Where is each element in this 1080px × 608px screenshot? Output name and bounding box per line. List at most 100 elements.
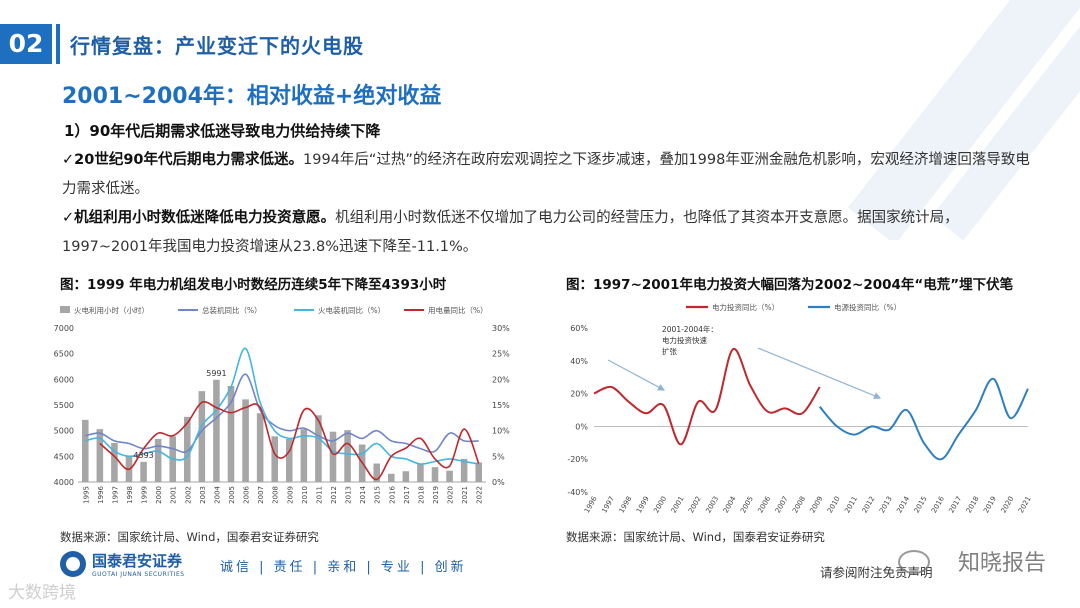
x-tick-label: 2005: [228, 486, 236, 504]
company-slogan: 诚信 | 责任 | 亲和 | 专业 | 创新: [220, 556, 467, 575]
bar-2004: [213, 380, 220, 482]
legend-label-1: 总装机同比（%）: [202, 305, 262, 315]
legend-label-0: 电力投资同比（%）: [712, 302, 779, 312]
chart-1-source: 数据来源：国家统计局、Wind，国泰君安证券研究: [60, 529, 319, 545]
watermark-right: 知晓报告: [958, 545, 1046, 577]
series-line-1: [85, 374, 478, 452]
x-tick-label: 2004: [722, 495, 738, 515]
paragraph-2: ✓机组利用小时数低迷降低电力投资意愿。机组利用小时数低迷不仅增加了电力公司的经营…: [62, 204, 1042, 262]
x-tick-label: 1999: [635, 495, 651, 514]
y-tick-label: 40%: [570, 357, 588, 366]
logo-name-cn: 国泰君安证券: [92, 550, 185, 571]
left-tick-label: 6000: [54, 375, 74, 384]
bar-2010: [301, 429, 308, 482]
logo-emblem-icon: [60, 551, 86, 577]
x-tick-label: 2010: [826, 495, 842, 514]
bar-2016: [388, 474, 395, 482]
x-tick-label: 2006: [243, 485, 251, 503]
left-tick-label: 6500: [54, 350, 74, 359]
x-tick-label: 2012: [861, 495, 877, 514]
bar-2020: [446, 471, 453, 482]
bar-2019: [432, 467, 439, 482]
x-tick-label: 2001: [670, 495, 686, 514]
bar-2007: [257, 413, 264, 482]
chart-1-title: 图：1999 年电力机组发电小时数经历连续5年下降至4393小时: [60, 273, 446, 293]
bar-1999: [140, 462, 147, 482]
x-tick-label: 2017: [403, 486, 411, 504]
right-tick-label: 0%: [492, 478, 505, 487]
chart-1-utilization-hours: 火电利用小时（小时） 总装机同比（%） 火电装机同比（%） 用电量同比（%）40004…: [46, 296, 526, 518]
right-tick-label: 25%: [492, 350, 510, 359]
section-divider: [56, 24, 60, 64]
x-tick-label: 2012: [330, 486, 338, 504]
paragraph-1: ✓20世纪90年代后期电力需求低迷。1994年后“过热”的经济在政府宏观调控之下…: [62, 146, 1042, 204]
x-tick-label: 1995: [82, 486, 90, 504]
x-tick-label: 2015: [374, 486, 382, 504]
x-tick-label: 2000: [652, 495, 668, 514]
bar-1996: [97, 429, 104, 482]
annotation-line-2: 电力投资快速: [662, 335, 707, 345]
x-tick-label: 2014: [895, 495, 911, 515]
bar-2018: [417, 464, 424, 482]
series-line-1: [820, 379, 1028, 460]
x-tick-label: 2003: [704, 495, 720, 514]
right-tick-label: 20%: [492, 375, 510, 384]
x-tick-label: 2001: [170, 486, 178, 504]
left-tick-label: 4500: [54, 452, 74, 461]
x-tick-label: 2018: [417, 486, 425, 504]
trend-arrow-1: [608, 360, 664, 390]
x-tick-label: 2016: [388, 485, 396, 503]
x-tick-label: 2004: [213, 485, 221, 503]
right-tick-label: 5%: [492, 452, 505, 461]
right-tick-label: 10%: [492, 427, 510, 436]
y-tick-label: -20%: [567, 455, 588, 464]
point-heading: 1）90年代后期需求低迷导致电力供给持续下降: [64, 120, 380, 141]
trend-arrow-2: [758, 348, 880, 398]
y-tick-label: -40%: [567, 488, 588, 497]
bar-2006: [242, 399, 249, 482]
slide-subtitle: 2001~2004年：相对收益+绝对收益: [62, 78, 441, 110]
x-tick-label: 2014: [359, 485, 367, 503]
logo-name-en: GUOTAI JUNAN SECURITIES: [92, 571, 185, 578]
x-tick-label: 2021: [461, 486, 469, 504]
x-tick-label: 2002: [184, 486, 192, 504]
x-tick-label: 2019: [982, 495, 998, 514]
x-tick-label: 2009: [809, 495, 825, 514]
x-tick-label: 2007: [774, 495, 790, 514]
x-tick-label: 2005: [739, 495, 755, 514]
left-tick-label: 5500: [54, 401, 74, 410]
company-logo: 国泰君安证券 GUOTAI JUNAN SECURITIES: [60, 550, 185, 578]
x-tick-label: 1998: [618, 495, 634, 514]
x-tick-label: 2011: [315, 486, 323, 504]
y-tick-label: 0%: [575, 422, 588, 431]
chart-2-title: 图：1997~2001年电力投资大幅回落为2002~2004年“电荒”埋下伏笔: [566, 273, 1013, 293]
data-label-2004: 5991: [206, 369, 226, 378]
x-tick-label: 2020: [447, 486, 455, 504]
chart-2-power-investment: 电力投资同比（%） 电源投资同比（%） 60% 40% 20% 0% -20% -40% 200…: [558, 296, 1044, 524]
legend-label-3: 用电量同比（%）: [428, 305, 488, 315]
x-tick-label: 2017: [947, 495, 963, 514]
wechat-watermark-icon: [898, 550, 930, 574]
legend-label-0: 火电利用小时（小时）: [74, 305, 149, 315]
x-tick-label: 2009: [286, 486, 294, 504]
annotation-line-1: 2001-2004年：: [662, 324, 718, 334]
bar-2017: [403, 471, 410, 482]
x-tick-label: 2019: [432, 486, 440, 504]
data-label-1999: 4393: [133, 451, 153, 460]
bar-2012: [330, 432, 337, 482]
right-tick-label: 30%: [492, 324, 510, 333]
paragraph-2-lead: ✓机组利用小时数低迷降低电力投资意愿。: [62, 210, 335, 226]
left-tick-label: 7000: [54, 324, 74, 333]
x-tick-label: 2011: [843, 495, 859, 514]
x-tick-label: 2006: [756, 495, 772, 515]
x-tick-label: 2021: [1017, 495, 1033, 514]
bar-1995: [82, 420, 89, 482]
bar-2013: [344, 430, 351, 482]
x-tick-label: 1996: [97, 485, 105, 503]
x-tick-label: 1999: [141, 486, 149, 504]
x-tick-label: 2000: [155, 486, 163, 504]
x-tick-label: 2003: [199, 486, 207, 504]
y-tick-label: 20%: [570, 390, 588, 399]
x-tick-label: 2013: [878, 495, 894, 514]
bar-2022: [475, 462, 482, 482]
